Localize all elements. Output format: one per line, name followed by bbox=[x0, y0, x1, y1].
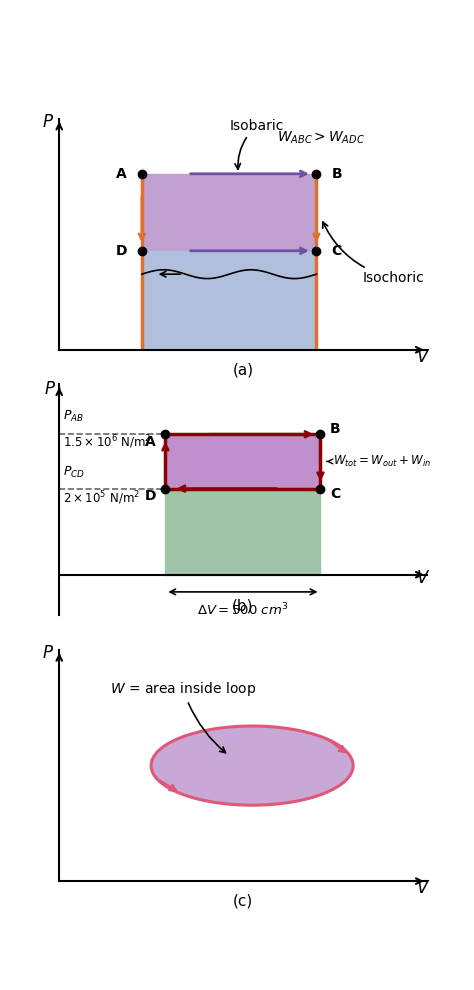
Text: D: D bbox=[116, 244, 128, 257]
Text: Isobaric: Isobaric bbox=[229, 119, 284, 169]
Text: P: P bbox=[43, 113, 53, 131]
Text: P: P bbox=[45, 380, 55, 398]
Ellipse shape bbox=[151, 726, 353, 805]
Text: V: V bbox=[416, 347, 428, 366]
Text: $\Delta V = 500$ cm$^3$: $\Delta V = 500$ cm$^3$ bbox=[197, 602, 289, 619]
Text: (b): (b) bbox=[232, 599, 254, 614]
Polygon shape bbox=[142, 174, 316, 250]
Text: C: C bbox=[330, 487, 340, 501]
Polygon shape bbox=[142, 250, 316, 349]
Text: $W$ = area inside loop: $W$ = area inside loop bbox=[110, 679, 256, 752]
Text: $1.5 \times 10^6$ N/m$^2$: $1.5 \times 10^6$ N/m$^2$ bbox=[64, 434, 152, 451]
Text: $W_{tot} = W_{out} + W_{in}$: $W_{tot} = W_{out} + W_{in}$ bbox=[327, 453, 431, 469]
Text: $P_{CD}$: $P_{CD}$ bbox=[64, 465, 85, 480]
Text: $P_{AB}$: $P_{AB}$ bbox=[64, 409, 84, 425]
Text: B: B bbox=[331, 166, 342, 181]
Text: A: A bbox=[146, 435, 156, 448]
Text: P: P bbox=[43, 644, 53, 662]
Text: $2 \times 10^5$ N/m$^2$: $2 \times 10^5$ N/m$^2$ bbox=[64, 489, 140, 507]
Text: V: V bbox=[417, 569, 428, 587]
Text: V: V bbox=[416, 879, 428, 897]
Text: $W_{ABC} > W_{ADC}$: $W_{ABC} > W_{ADC}$ bbox=[277, 130, 365, 147]
Text: (a): (a) bbox=[232, 362, 254, 377]
Text: Isochoric: Isochoric bbox=[323, 222, 424, 285]
Text: C: C bbox=[331, 244, 342, 257]
Polygon shape bbox=[165, 435, 320, 489]
Text: A: A bbox=[116, 166, 127, 181]
Text: B: B bbox=[330, 422, 340, 436]
Text: (c): (c) bbox=[233, 894, 253, 909]
Text: D: D bbox=[145, 489, 156, 503]
Polygon shape bbox=[165, 489, 320, 574]
